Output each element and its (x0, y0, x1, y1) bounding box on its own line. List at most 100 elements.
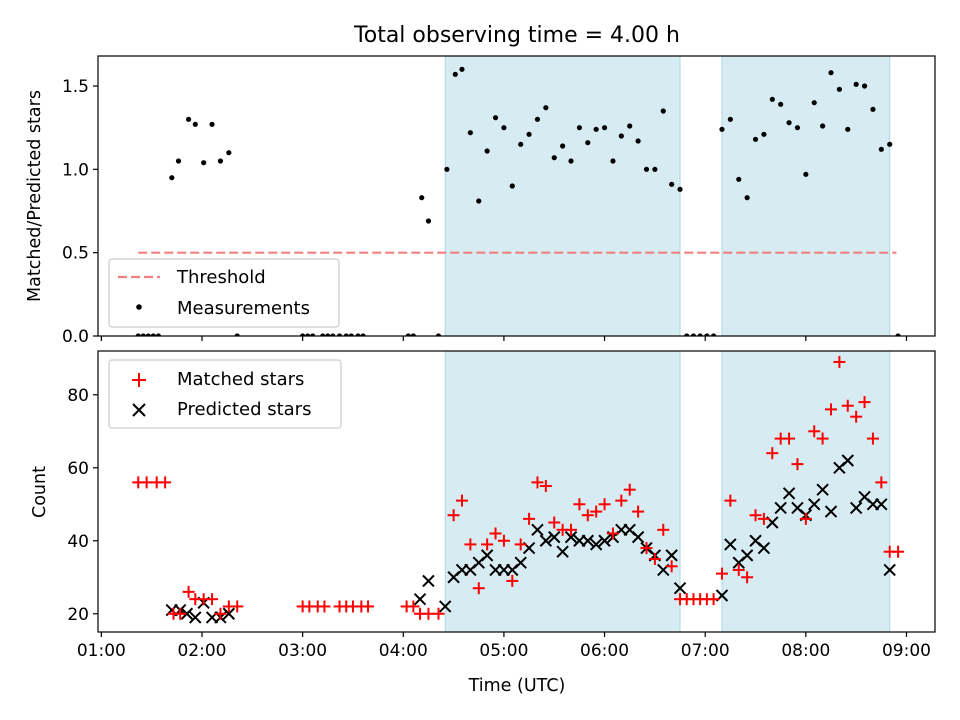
measurement-point (820, 123, 826, 129)
matched-star-marker (841, 399, 854, 412)
measurement-point (175, 158, 182, 164)
matched-star-marker (825, 403, 838, 416)
measurement-point (209, 121, 215, 127)
measurement-point (794, 125, 801, 131)
measurement-point (585, 140, 591, 146)
measurement-point (320, 333, 326, 336)
measurement-point (355, 333, 361, 336)
predicted-star-marker (589, 538, 603, 551)
matched-star-marker (732, 563, 745, 576)
measurement-point (509, 183, 515, 189)
bottom-shaded-interval (721, 350, 891, 633)
measurement-point (325, 333, 331, 336)
measurement-point (593, 126, 599, 132)
measurement-point (343, 333, 349, 336)
x-tick-label: 08:00 (781, 641, 830, 661)
measurement-point (405, 333, 411, 336)
matched-star-marker (623, 483, 636, 496)
measurement-point (444, 166, 450, 172)
matched-star-marker (892, 545, 905, 558)
predicted-star-marker (757, 541, 771, 555)
predicted-marker-stroke (222, 607, 236, 620)
predicted-marker-stroke (766, 516, 779, 529)
top-y-tick-label: 1.0 (62, 160, 89, 180)
predicted-marker-stroke (673, 582, 687, 595)
matched-star-marker (833, 355, 846, 368)
measurement-point (348, 333, 354, 336)
predicted-star-marker (774, 501, 787, 515)
predicted-marker-stroke (480, 549, 494, 562)
measurement-point (778, 101, 784, 107)
measurement-point (870, 106, 876, 112)
measurement-point (690, 333, 697, 336)
matched-star-marker (362, 600, 375, 613)
matched-star-marker (182, 585, 195, 598)
top-shaded-interval (444, 55, 681, 337)
legend-measurements-label: Measurements (177, 298, 310, 319)
measurement-point (410, 333, 416, 336)
matched-star-marker (850, 410, 863, 423)
bottom-y-tick-label: 60 (67, 459, 89, 479)
predicted-marker-stroke (749, 534, 762, 547)
matched-star-marker (506, 574, 519, 587)
measurement-point (669, 181, 675, 187)
predicted-star-marker (413, 592, 427, 606)
predicted-star-marker (724, 538, 737, 551)
top-y-tick-label: 0.0 (62, 327, 89, 347)
measurement-point (192, 121, 198, 127)
predicted-star-marker (439, 600, 452, 613)
predicted-marker-stroke (623, 523, 636, 537)
matched-star-marker (548, 516, 561, 529)
matched-star-marker (606, 527, 619, 540)
predicted-star-marker (816, 483, 829, 496)
predicted-star-marker (480, 549, 494, 562)
bottom-y-tick-label: 20 (67, 605, 89, 625)
predicted-marker-stroke (514, 556, 527, 569)
measurement-point (618, 133, 624, 139)
matched-star-marker (539, 480, 552, 493)
top-y-axis-label: Matched/Predicted stars (25, 90, 45, 302)
matched-star-marker (749, 509, 762, 522)
chart-title: Total observing time = 4.00 h (353, 23, 680, 48)
x-tick-label: 03:00 (278, 641, 327, 661)
predicted-star-marker (841, 454, 854, 467)
measurement-point (492, 115, 499, 121)
predicted-star-marker (548, 530, 561, 544)
bottom-shaded-interval (444, 350, 681, 633)
matched-star-marker (598, 498, 611, 511)
matched-star-marker (866, 432, 879, 445)
measurement-point (845, 126, 851, 132)
measurement-point (305, 333, 311, 336)
matched-star-marker (791, 458, 804, 471)
matched-star-marker (489, 527, 502, 540)
predicted-marker-stroke (564, 530, 578, 544)
measurement-point (769, 96, 775, 102)
predicted-star-marker (539, 534, 553, 547)
matched-star-marker (766, 447, 779, 460)
measurement-point (435, 333, 442, 336)
measurement-point (226, 150, 232, 156)
legend-predicted-label: Predicted stars (177, 399, 311, 420)
matched-star-marker (531, 476, 544, 489)
matched-star-marker (783, 432, 796, 445)
predicted-marker-stroke (824, 505, 838, 518)
measurement-point (551, 155, 557, 161)
measurement-point (169, 175, 175, 181)
bottom-y-axis-label: Count (30, 466, 50, 518)
measurement-point (534, 116, 541, 122)
matched-star-marker (407, 600, 420, 613)
predicted-marker-stroke (531, 523, 544, 537)
measurement-point (684, 333, 690, 336)
predicted-star-marker (824, 505, 838, 518)
predicted-star-marker (189, 611, 202, 624)
measurement-point (234, 333, 240, 336)
measurement-point (452, 71, 458, 77)
predicted-star-marker (564, 530, 578, 544)
predicted-star-marker (808, 498, 821, 511)
predicted-marker-stroke (858, 490, 871, 504)
bottom-series-group (132, 355, 905, 624)
predicted-star-marker (222, 607, 236, 620)
matched-star-marker (799, 512, 812, 525)
measurement-point (652, 166, 658, 172)
top-y-tick-label: 0.5 (62, 244, 89, 264)
